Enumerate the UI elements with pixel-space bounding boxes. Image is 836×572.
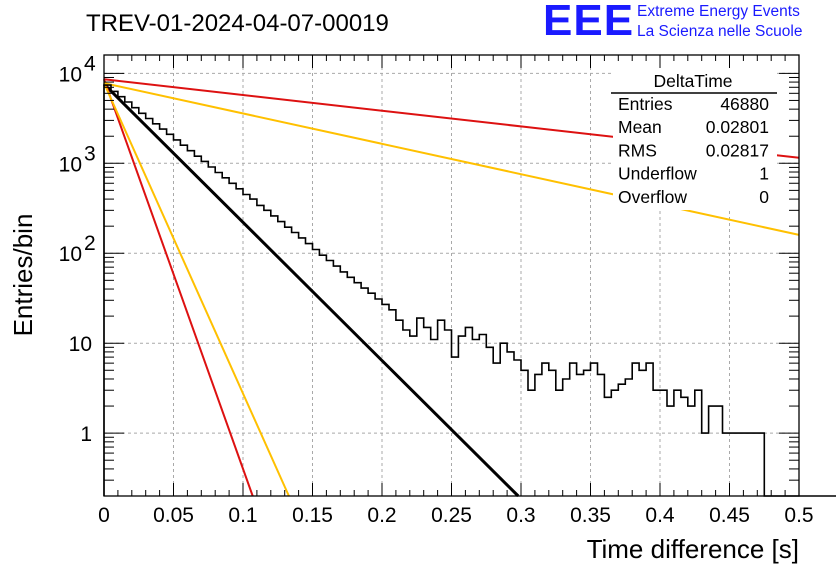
y-tick-label: 1 bbox=[80, 423, 92, 446]
stats-row-value: 0.02801 bbox=[706, 117, 769, 137]
stats-box-bg bbox=[613, 68, 777, 210]
eee-logo: EEE Extreme Energy Events La Scienza nel… bbox=[543, 0, 833, 46]
x-tick-label: 0.15 bbox=[292, 504, 333, 527]
x-axis-title: Time difference [s] bbox=[587, 534, 799, 564]
x-tick-label: 0.5 bbox=[784, 504, 813, 527]
logo-line-1: Extreme Energy Events bbox=[637, 3, 800, 20]
stats-row-label: Mean bbox=[618, 117, 662, 137]
stats-row-value: 1 bbox=[759, 164, 769, 184]
tick-labels: 0 0.05 0.1 0.15 0.2 0.25 0.3 0.35 0.4 0.45 0.51101… bbox=[59, 52, 814, 527]
x-tick-label: 0.25 bbox=[431, 504, 472, 527]
stats-row-label: Underflow bbox=[618, 164, 697, 184]
x-tick-label: 0.4 bbox=[645, 504, 675, 527]
stats-row-value: 0 bbox=[759, 187, 769, 207]
fit-curve bbox=[103, 78, 254, 497]
y-axis-title: Entries/bin bbox=[8, 214, 38, 337]
x-tick-label: 0.45 bbox=[709, 504, 750, 527]
histogram bbox=[103, 84, 836, 497]
x-tick-label: 0.1 bbox=[228, 504, 257, 527]
stats-row-label: Overflow bbox=[618, 187, 687, 207]
stats-row-label: Entries bbox=[618, 94, 673, 114]
plot-title: TREV-01-2024-04-07-00019 bbox=[86, 10, 389, 37]
x-tick-label: 0 bbox=[98, 504, 110, 527]
y-tick-exponent: 3 bbox=[84, 142, 96, 165]
y-tick-label: 10 bbox=[69, 333, 92, 356]
stats-row-value: 46880 bbox=[720, 94, 769, 114]
x-tick-label: 0.05 bbox=[153, 504, 194, 527]
y-tick-label: 10 bbox=[59, 153, 82, 176]
y-tick-exponent: 4 bbox=[84, 52, 96, 75]
logo-line-2: La Scienza nelle Scuole bbox=[637, 23, 803, 40]
grid bbox=[104, 55, 799, 496]
x-tick-label: 0.3 bbox=[506, 504, 535, 527]
fit-curve bbox=[102, 83, 520, 498]
stats-box-name: DeltaTime bbox=[653, 71, 732, 91]
stats-row-value: 0.02817 bbox=[706, 140, 769, 160]
stats-box: DeltaTime Entries 46880 Mean 0.02801 RMS 0.028… bbox=[611, 68, 777, 210]
fit-curve bbox=[103, 82, 290, 497]
x-tick-label: 0.2 bbox=[367, 504, 396, 527]
logo-mark: EEE bbox=[543, 0, 635, 45]
y-tick-exponent: 2 bbox=[84, 232, 96, 255]
y-tick-label: 10 bbox=[59, 63, 82, 86]
axis-ticks bbox=[103, 55, 800, 497]
stats-row-label: RMS bbox=[618, 140, 657, 160]
y-tick-label: 10 bbox=[59, 243, 82, 266]
histogram-outline bbox=[103, 84, 836, 497]
x-tick-label: 0.35 bbox=[570, 504, 611, 527]
